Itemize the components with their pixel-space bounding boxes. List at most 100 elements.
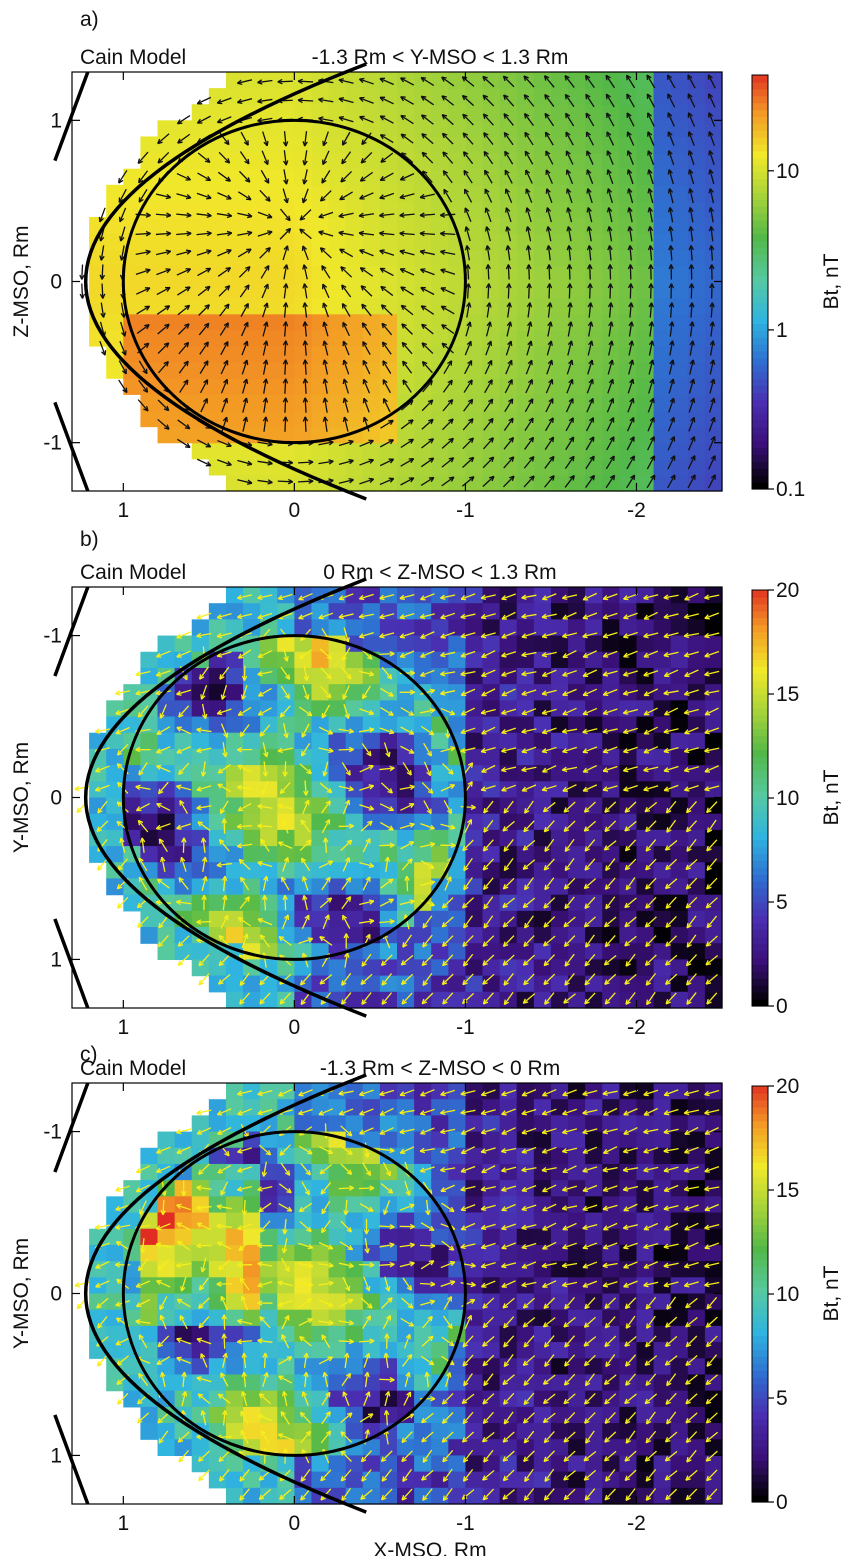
heatmap-cell	[294, 249, 312, 266]
heatmap-cell	[671, 233, 689, 250]
heatmap-cell	[380, 1407, 398, 1424]
heatmap-cell	[106, 1294, 124, 1311]
heatmap-cell	[311, 1391, 329, 1408]
colorbar-segment	[752, 978, 768, 986]
heatmap-cell	[380, 749, 398, 766]
heatmap-cell	[260, 895, 278, 912]
heatmap-cell	[448, 668, 466, 685]
heatmap-cell	[209, 265, 227, 282]
heatmap-cell	[260, 749, 278, 766]
heatmap-cell	[671, 217, 689, 234]
heatmap-cell	[397, 1229, 415, 1246]
colorbar-segment	[752, 611, 768, 619]
heatmap-cell	[500, 362, 518, 379]
colorbar-segment	[752, 784, 768, 792]
heatmap-cell	[414, 443, 432, 460]
heatmap-cell	[568, 846, 586, 863]
colorbar-segment	[752, 805, 768, 813]
colorbar-tick-label: 20	[776, 579, 799, 602]
heatmap-cell	[585, 603, 603, 620]
heatmap-cell	[294, 378, 312, 395]
heatmap-cell	[209, 959, 227, 976]
heatmap-cell	[260, 136, 278, 153]
heatmap-cell	[158, 1423, 176, 1440]
heatmap-cell	[226, 475, 244, 492]
colorbar-segment	[752, 379, 768, 387]
heatmap-cell	[585, 153, 603, 170]
heatmap-cell	[431, 298, 449, 315]
heatmap-cell	[431, 976, 449, 993]
heatmap-cell	[448, 927, 466, 944]
colorbar-segment	[752, 234, 768, 242]
heatmap-cell	[260, 1245, 278, 1262]
heatmap-cell	[346, 233, 364, 250]
heatmap-cell	[585, 765, 603, 782]
colorbar-segment	[752, 777, 768, 785]
heatmap-cell	[140, 1407, 158, 1424]
heatmap-cell	[705, 88, 723, 105]
colorbar-segment	[752, 351, 768, 359]
heatmap-cell	[534, 362, 552, 379]
heatmap-cell	[619, 700, 637, 717]
heatmap-cell	[654, 878, 672, 895]
heatmap-cell	[226, 927, 244, 944]
colorbar-segment	[752, 199, 768, 207]
y-tick-label: 1	[50, 109, 62, 132]
colorbar-segment	[752, 392, 768, 400]
heatmap-cell	[465, 733, 483, 750]
heatmap-cell	[123, 895, 141, 912]
plot-area	[55, 1075, 723, 1512]
heatmap-cell	[500, 185, 518, 202]
heatmap-cell	[260, 668, 278, 685]
heatmap-cell	[568, 862, 586, 879]
heatmap-cell	[500, 700, 518, 717]
heatmap-cell	[414, 1374, 432, 1391]
heatmap-cell	[311, 1277, 329, 1294]
heatmap-cell	[294, 136, 312, 153]
heatmap-cell	[448, 959, 466, 976]
heatmap-cell	[260, 153, 278, 170]
heatmap-cell	[551, 330, 569, 347]
heatmap-cell	[260, 330, 278, 347]
heatmap-cell	[448, 104, 466, 121]
heatmap-cell	[226, 1374, 244, 1391]
heatmap-cell	[397, 976, 415, 993]
heatmap-cell	[688, 282, 706, 299]
heatmap-cell	[329, 765, 347, 782]
heatmap-cell	[175, 1294, 193, 1311]
heatmap-cell	[209, 1115, 227, 1132]
colorbar-segment	[752, 694, 768, 702]
heatmap-cell	[431, 378, 449, 395]
heatmap-cell	[123, 798, 141, 815]
heatmap-cell	[500, 976, 518, 993]
heatmap-cell	[500, 153, 518, 170]
heatmap-cell	[671, 459, 689, 476]
heatmap-cell	[551, 684, 569, 701]
heatmap-cell	[654, 346, 672, 363]
heatmap-cell	[277, 475, 295, 492]
heatmap-cell	[363, 684, 381, 701]
heatmap-cell	[346, 136, 364, 153]
heatmap-cell	[346, 1472, 364, 1489]
heatmap-cell	[688, 410, 706, 427]
heatmap-cell	[329, 443, 347, 460]
heatmap-cell	[243, 878, 261, 895]
heatmap-cell	[551, 992, 569, 1009]
heatmap-cell	[140, 1310, 158, 1327]
colorbar-segment	[752, 248, 768, 256]
heatmap-cell	[209, 1196, 227, 1213]
heatmap-cell	[551, 233, 569, 250]
heatmap-cell	[380, 1229, 398, 1246]
heatmap-cell	[329, 1294, 347, 1311]
heatmap-cell	[688, 587, 706, 604]
heatmap-cell	[619, 298, 637, 315]
heatmap-cell	[534, 394, 552, 411]
heatmap-cell	[277, 1455, 295, 1472]
heatmap-cell	[311, 1310, 329, 1327]
heatmap-cell	[260, 1277, 278, 1294]
heatmap-cell	[243, 814, 261, 831]
heatmap-cell	[209, 700, 227, 717]
heatmap-cell	[243, 895, 261, 912]
heatmap-cell	[483, 749, 501, 766]
